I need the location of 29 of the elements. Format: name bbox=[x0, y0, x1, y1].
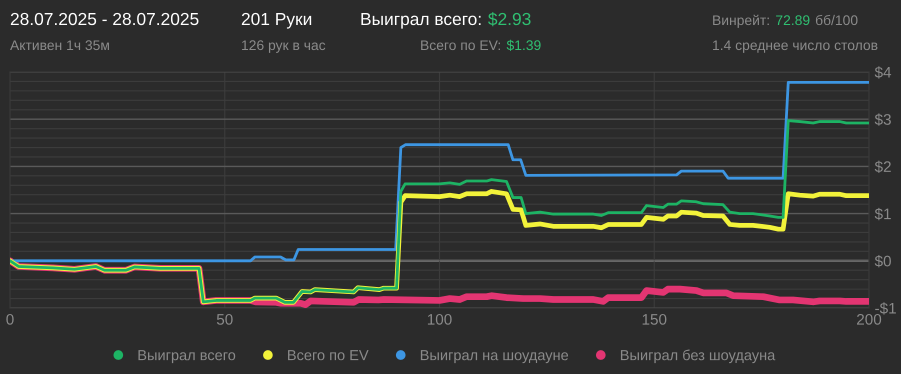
text: Выиграл всего: bbox=[361, 13, 481, 29]
text: 1.4 среднее число столов bbox=[713, 40, 878, 53]
x-tick-label: 50 bbox=[216, 314, 233, 325]
y-tick-label: -$1 bbox=[875, 302, 896, 315]
chart-title: 28.07.2025 - 28.07.2025 bbox=[10, 12, 198, 26]
text: бб/100 bbox=[816, 14, 858, 26]
line-series bbox=[10, 80, 869, 262]
y-tick-label: $2 bbox=[874, 160, 891, 173]
x-tick-label: 100 bbox=[428, 314, 452, 325]
x-tick-label: 150 bbox=[642, 314, 666, 325]
legend-label: Выиграл на шоудауне bbox=[420, 350, 568, 364]
x-tick-label: 0 bbox=[6, 314, 14, 325]
text: $1.39 bbox=[506, 40, 541, 51]
line-series bbox=[10, 119, 869, 304]
y-tick-label: $1 bbox=[874, 208, 891, 220]
x-tick-label: 200 bbox=[857, 314, 882, 325]
chart-subtitle: Активен 1ч 35м bbox=[10, 40, 109, 50]
text: 201 Руки bbox=[242, 12, 312, 29]
y-tick-label: $0 bbox=[874, 255, 891, 268]
legend-label: Выиграл всего bbox=[138, 350, 236, 364]
text: Всего по EV: bbox=[421, 40, 500, 50]
y-tick-label: $3 bbox=[874, 113, 891, 126]
text: $2.93 bbox=[488, 12, 531, 26]
legend-label: Всего по EV bbox=[288, 350, 369, 360]
y-tick-label: $4 bbox=[874, 66, 892, 79]
text: 126 рук в час bbox=[242, 40, 326, 53]
text: 72.89 bbox=[776, 15, 810, 26]
text: Винрейт: bbox=[713, 14, 769, 28]
legend-label: Выиграл без шоудауна bbox=[620, 349, 776, 364]
